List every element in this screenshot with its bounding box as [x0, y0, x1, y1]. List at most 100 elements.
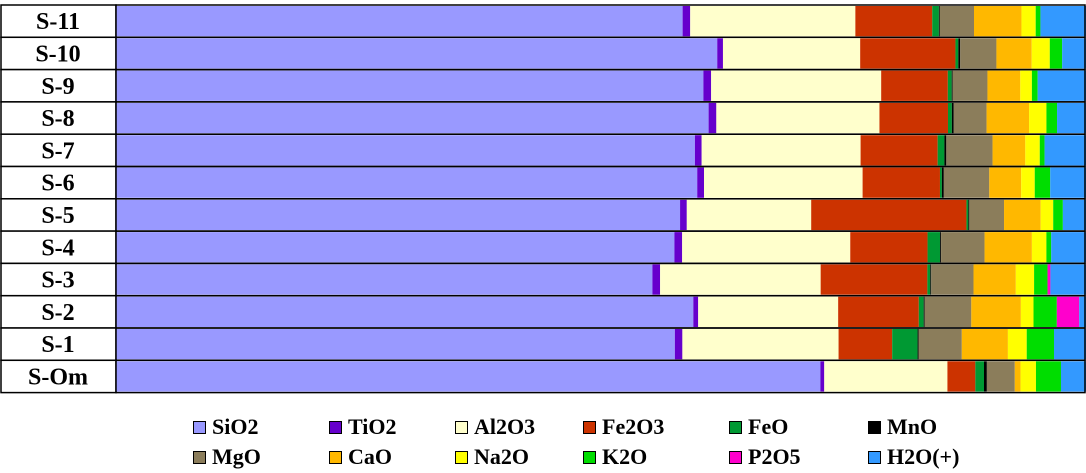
bar-segment-feo: [975, 361, 984, 392]
category-label: S-3: [41, 268, 74, 294]
category-label: S-4: [41, 235, 74, 261]
bar-segment-cao: [987, 70, 1021, 101]
bar-segment-al2o3: [824, 361, 948, 392]
bar-segment-al2o3: [711, 70, 882, 101]
bar-segment-h2o: [1040, 6, 1086, 37]
bar-segment-tio2: [820, 361, 825, 392]
bar-segment-mgo: [943, 167, 990, 198]
bar-segment-tio2: [682, 6, 691, 37]
category-label: S-Om: [28, 364, 88, 390]
category-label: S-8: [41, 106, 74, 132]
legend-item: P2O5: [729, 444, 801, 470]
bar-segment-feo: [955, 38, 959, 69]
bar-segment-al2o3: [686, 199, 812, 231]
legend-label: Al2O3: [474, 414, 536, 439]
bar-segment-mno: [923, 296, 925, 327]
legend-label: TiO2: [348, 414, 397, 439]
bar-segment-fe2o3: [947, 361, 976, 392]
bar-segment-mgo: [952, 70, 988, 101]
bar-segment-mgo: [960, 38, 997, 69]
category-cell: [0, 198, 117, 232]
category-label: S-5: [41, 203, 74, 229]
bar-segment-sio2: [116, 296, 694, 327]
bar-segment-feo: [892, 329, 918, 360]
legend-swatch: [193, 420, 206, 434]
bar-segment-h2o: [1050, 264, 1086, 295]
category-label: S-6: [41, 171, 74, 197]
legend-label: H2O(+): [887, 444, 960, 469]
bar-segment-mgo: [918, 329, 962, 360]
bar-segment-na2o: [1020, 361, 1036, 392]
legend-swatch: [729, 450, 742, 464]
category-cell: [0, 327, 117, 362]
bar-segment-k2o: [1031, 70, 1038, 101]
bar-segment-cao: [974, 6, 1022, 37]
category-cell: [0, 230, 117, 265]
legend-item: FeO: [729, 414, 788, 440]
bar-segment-al2o3: [690, 6, 856, 37]
bar-segment-mno: [951, 102, 954, 134]
bar-segment-mno: [940, 232, 942, 263]
bar-segment-fe2o3: [881, 70, 948, 101]
bar-segment-feo: [939, 167, 942, 198]
bar-segment-cao: [1004, 199, 1041, 231]
bar-segment-na2o: [1031, 38, 1050, 69]
bar-segment-mno: [958, 38, 961, 69]
legend-label: Fe2O3: [602, 414, 665, 439]
bar-segment-na2o: [1031, 232, 1047, 263]
bar-segment-sio2: [116, 232, 675, 263]
bar-segment-tio2: [674, 329, 683, 360]
legend-label: MgO: [212, 444, 261, 469]
bar-segment-tio2: [652, 264, 661, 295]
category-label: S-10: [35, 41, 80, 67]
bar-segment-tio2: [680, 199, 687, 231]
bar-segment-cao: [992, 135, 1026, 166]
legend: SiO2 TiO2 Al2O3 Fe2O3 FeO MnO MgO CaO Na2O K2O P2O…: [0, 410, 1086, 473]
category-cell: [0, 359, 117, 394]
bar-segment-na2o: [1029, 102, 1047, 134]
bar-segment-feo: [966, 199, 969, 231]
legend-item: TiO2: [329, 414, 397, 440]
bar-segment-mno: [941, 167, 944, 198]
legend-label: FeO: [748, 414, 789, 439]
bar-segment-feo: [927, 264, 931, 295]
bar-segment-h2o: [1050, 167, 1086, 198]
bar-segment-na2o: [1007, 329, 1027, 360]
bar-segment-fe2o3: [855, 6, 933, 37]
bar-segment-feo: [918, 296, 924, 327]
bar-segment-cao: [984, 232, 1032, 263]
bar-segment-mno: [930, 264, 932, 295]
legend-item: K2O: [583, 444, 647, 470]
bar-segment-mno: [944, 135, 947, 166]
legend-label: CaO: [348, 444, 392, 469]
bar-segment-mgo: [946, 135, 993, 166]
legend-swatch: [729, 420, 742, 434]
bar-segment-k2o: [1053, 199, 1063, 231]
bar-segment-h2o: [1051, 232, 1086, 263]
category-cell: [0, 262, 117, 297]
bar-segment-tio2: [674, 232, 683, 263]
bar-segment-fe2o3: [850, 232, 928, 263]
bar-segment-cao: [986, 102, 1030, 134]
bar-segment-h2o: [1044, 135, 1086, 166]
legend-item: CaO: [329, 444, 392, 470]
bar-segment-fe2o3: [862, 167, 940, 198]
bar-segment-k2o: [1034, 167, 1051, 198]
bar-segment-sio2: [116, 199, 681, 231]
bar-segment-fe2o3: [860, 38, 956, 69]
bar-segment-p2o5: [1056, 296, 1080, 327]
bar-segment-h2o: [1079, 296, 1086, 327]
bar-segment-mno: [917, 329, 919, 360]
bar-segment-mgo: [986, 361, 1015, 392]
category-label: S-1: [41, 332, 74, 358]
legend-swatch: [455, 420, 468, 434]
bar-segment-h2o: [1062, 38, 1086, 69]
bar-segment-sio2: [116, 102, 709, 134]
bar-segment-tio2: [703, 70, 712, 101]
legend-swatch: [329, 420, 342, 434]
bar-segment-cao: [961, 329, 1008, 360]
bar-segment-h2o: [1057, 102, 1086, 134]
bar-segment-k2o: [1049, 38, 1063, 69]
bar-segment-k2o: [1046, 232, 1052, 263]
legend-swatch: [455, 450, 468, 464]
